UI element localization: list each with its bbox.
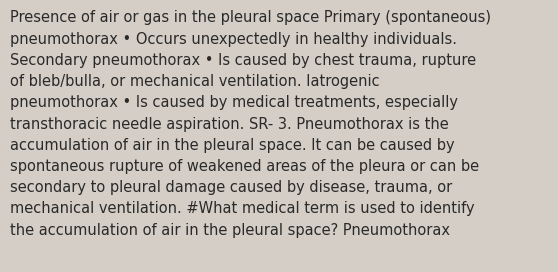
Text: Presence of air or gas in the pleural space Primary (spontaneous)
pneumothorax •: Presence of air or gas in the pleural sp… [10, 10, 491, 238]
